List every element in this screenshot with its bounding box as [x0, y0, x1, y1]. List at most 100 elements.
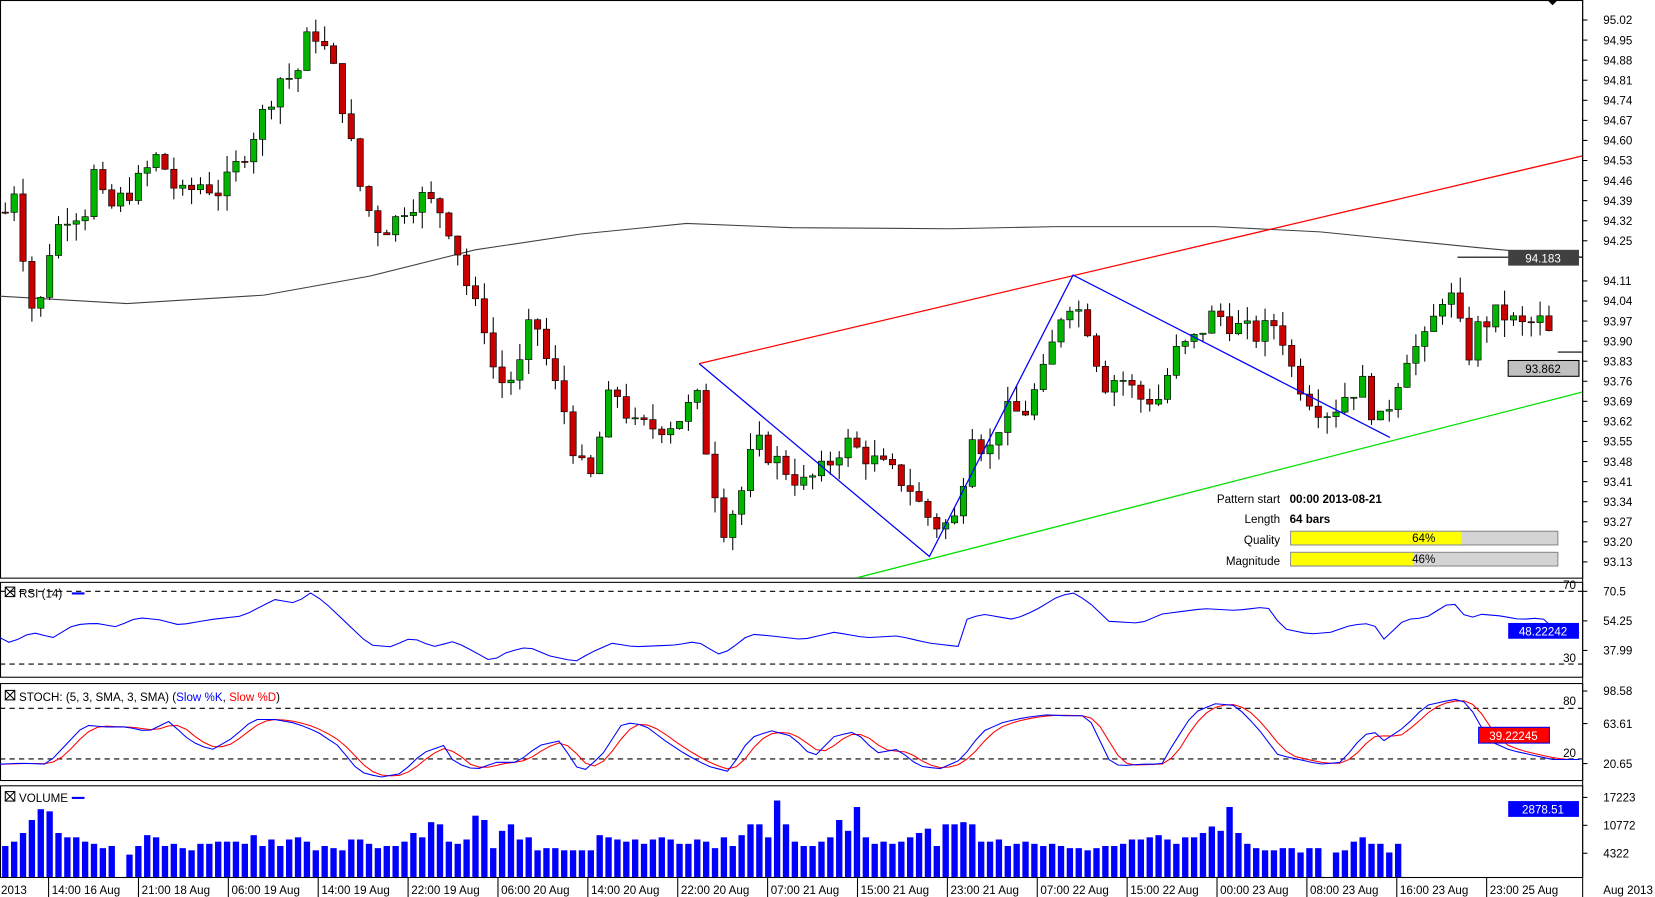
close-panel-icon[interactable]	[4, 791, 16, 802]
candle	[1199, 332, 1207, 343]
candle	[90, 164, 98, 220]
close-panel-icon[interactable]	[4, 586, 16, 598]
volume-bar	[321, 845, 328, 877]
candle	[1181, 339, 1189, 355]
candle	[463, 248, 471, 296]
rsi-tick-label: 70.5	[1603, 586, 1626, 599]
candle	[1350, 396, 1358, 411]
candle	[1022, 400, 1030, 417]
candle	[1279, 312, 1287, 356]
candle	[1030, 383, 1038, 421]
price-tick-label: 94.32	[1603, 215, 1632, 228]
volume-bar	[1315, 848, 1322, 877]
candle	[578, 444, 586, 461]
candle	[1137, 380, 1145, 413]
candle	[170, 157, 178, 200]
volume-bar	[543, 848, 550, 877]
volume-bar	[1128, 839, 1136, 877]
candle	[773, 446, 781, 480]
candle	[1128, 374, 1136, 398]
volume-bar	[561, 850, 568, 877]
candle	[888, 453, 896, 470]
candle	[1501, 290, 1509, 337]
candle	[267, 100, 275, 120]
candle	[480, 283, 488, 345]
candle	[489, 317, 497, 379]
close-panel-icon[interactable]	[4, 689, 16, 701]
volume-bar	[1075, 848, 1082, 877]
candle	[1314, 389, 1322, 429]
candle	[338, 63, 346, 124]
volume-bar	[19, 832, 27, 877]
candle	[10, 186, 18, 222]
candle	[1066, 306, 1074, 329]
time-axis-label: 23:00 25 Aug	[1490, 884, 1558, 897]
pattern-start-label: Pattern start	[1217, 493, 1281, 506]
volume-bar	[410, 832, 417, 877]
time-axis-label: 14:00 16 Aug	[52, 884, 120, 897]
candle	[933, 513, 941, 538]
candle	[738, 486, 746, 526]
volume-bar	[623, 841, 630, 877]
candle	[1483, 316, 1491, 343]
price-panel[interactable]: Pattern start 00:00 2013-08-21 Length 64…	[0, 0, 1584, 579]
candle	[1226, 303, 1234, 342]
scroll-marker-icon[interactable]	[1547, 0, 1558, 6]
stoch-d-legend: Slow %D	[229, 691, 276, 704]
volume-bar	[330, 848, 337, 877]
volume-bar	[356, 839, 364, 877]
time-axis-label: 14:00 20 Aug	[591, 884, 659, 897]
volume-bar	[1359, 837, 1366, 877]
candle	[205, 171, 213, 196]
volume-bar	[365, 843, 373, 877]
time-axis[interactable]: Aug 2013 2013 14:00 16 Aug 21:00 18 Aug 06:…	[0, 876, 1653, 897]
price-tick-label: 93.97	[1603, 315, 1632, 328]
time-axis-label: 07:00 22 Aug	[1040, 884, 1108, 897]
volume-bar	[1190, 837, 1198, 877]
support-line	[857, 391, 1583, 579]
volume-bar	[206, 843, 213, 877]
volume-bar	[312, 850, 319, 877]
rsi-panel[interactable]: 70 30 RSI (14) 70.5 54.25 37.99 48.22242	[0, 579, 1632, 678]
stoch-panel[interactable]: 80 20 STOCH: (5, 3, SMA, 3, SMA) (Slow %…	[0, 683, 1632, 782]
volume-bar	[756, 824, 763, 877]
candle	[28, 256, 36, 322]
volume-bar	[1137, 839, 1145, 877]
pattern-zigzag	[698, 274, 1391, 558]
price-tick-label: 94.25	[1603, 235, 1632, 248]
volume-panel[interactable]: VOLUME 17223 10772 4322 2878.51	[0, 785, 1636, 879]
price-tick-label: 93.62	[1603, 416, 1632, 429]
candle	[809, 473, 817, 490]
candle	[800, 464, 808, 490]
volume-bar	[259, 845, 266, 877]
candle	[560, 365, 568, 425]
time-axis-label: 22:00 19 Aug	[411, 884, 479, 897]
price-tick-label: 93.69	[1603, 396, 1632, 409]
volume-bar	[605, 837, 612, 877]
candle	[1545, 305, 1553, 332]
volume-bar	[374, 848, 382, 877]
candle	[1093, 333, 1100, 372]
volume-value-badge	[1508, 801, 1579, 817]
rsi-tick-label: 37.99	[1603, 645, 1632, 658]
volume-bar	[179, 848, 186, 877]
stoch-title: STOCH: (5, 3, SMA, 3, SMA)	[19, 691, 169, 704]
candle	[1297, 358, 1305, 401]
volume-bar	[28, 820, 36, 877]
time-axis-label: 14:00 19 Aug	[321, 884, 389, 897]
candle	[1119, 371, 1127, 396]
volume-bar	[1297, 852, 1304, 877]
volume-bar	[1377, 843, 1384, 877]
candle	[259, 104, 267, 156]
volume-bar	[197, 843, 204, 877]
volume-bar	[2, 845, 9, 877]
candle	[241, 155, 249, 168]
volume-bar	[1350, 841, 1357, 877]
volume-bar	[498, 830, 506, 877]
candle	[667, 421, 675, 444]
candle	[1368, 373, 1376, 425]
candle	[631, 407, 639, 426]
candle	[1430, 303, 1438, 332]
price-tick-label: 94.60	[1603, 135, 1632, 148]
volume-bar	[294, 837, 302, 877]
